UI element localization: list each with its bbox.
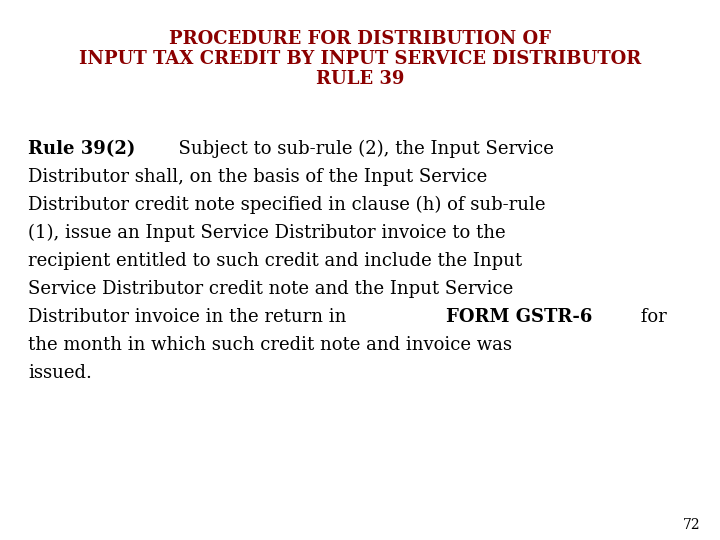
Text: Distributor credit note specified in clause (h) of sub-rule: Distributor credit note specified in cla…	[28, 196, 546, 214]
Text: the month in which such credit note and invoice was: the month in which such credit note and …	[28, 336, 512, 354]
Text: 72: 72	[683, 518, 700, 532]
Text: (1), issue an Input Service Distributor invoice to the: (1), issue an Input Service Distributor …	[28, 224, 505, 242]
Text: FORM GSTR-6: FORM GSTR-6	[446, 308, 593, 326]
Text: PROCEDURE FOR DISTRIBUTION OF: PROCEDURE FOR DISTRIBUTION OF	[169, 30, 551, 48]
Text: Rule 39(2): Rule 39(2)	[28, 140, 135, 158]
Text: Service Distributor credit note and the Input Service: Service Distributor credit note and the …	[28, 280, 513, 298]
Text: Distributor invoice in the return in: Distributor invoice in the return in	[28, 308, 352, 326]
Text: recipient entitled to such credit and include the Input: recipient entitled to such credit and in…	[28, 252, 522, 270]
Text: INPUT TAX CREDIT BY INPUT SERVICE DISTRIBUTOR: INPUT TAX CREDIT BY INPUT SERVICE DISTRI…	[79, 50, 641, 68]
Text: issued.: issued.	[28, 364, 92, 382]
Text: Distributor shall, on the basis of the Input Service: Distributor shall, on the basis of the I…	[28, 168, 487, 186]
Text: Subject to sub-rule (2), the Input Service: Subject to sub-rule (2), the Input Servi…	[166, 140, 554, 158]
Text: for: for	[635, 308, 667, 326]
Text: RULE 39: RULE 39	[316, 70, 404, 88]
